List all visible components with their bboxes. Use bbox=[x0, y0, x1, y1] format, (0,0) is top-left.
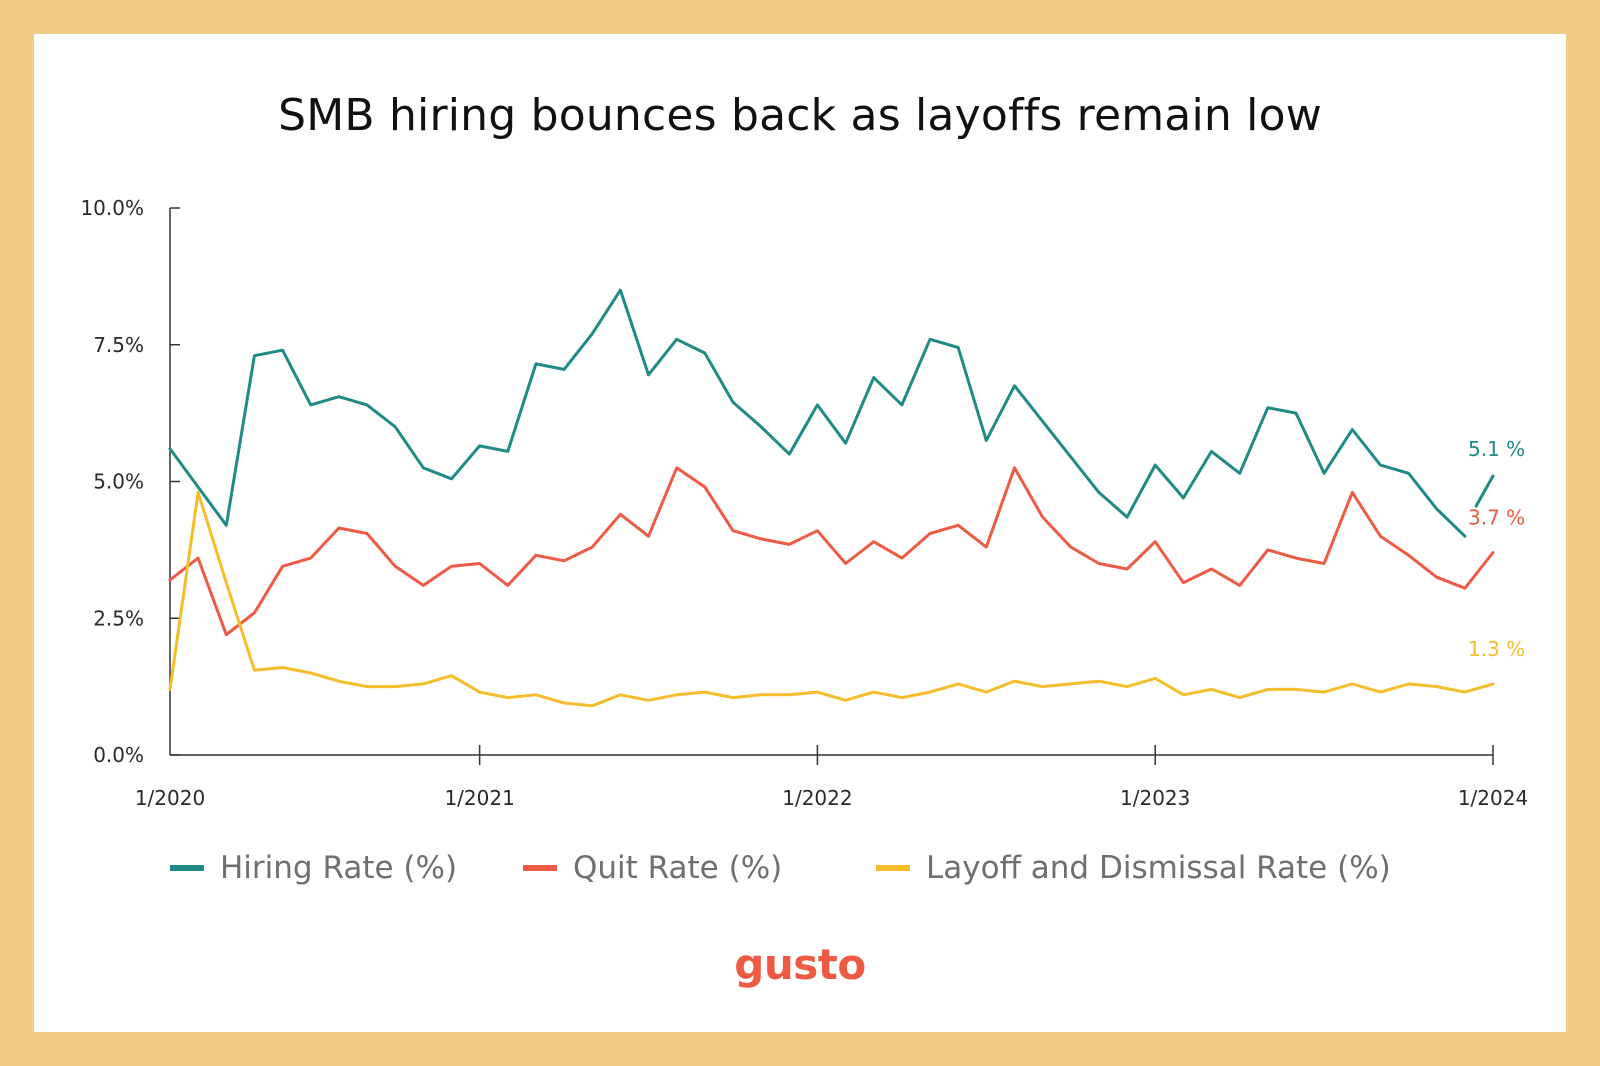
series-lines bbox=[168, 288, 1495, 708]
y-tick-label: 5.0% bbox=[93, 470, 144, 494]
gusto-logo: gusto bbox=[734, 940, 866, 989]
chart-legend: Hiring Rate (%) Quit Rate (%) Layoff and… bbox=[0, 850, 1600, 890]
legend-item-quit: Quit Rate (%) bbox=[523, 850, 782, 886]
legend-label-quit: Quit Rate (%) bbox=[573, 850, 783, 886]
legend-label-layoff: Layoff and Dismissal Rate (%) bbox=[926, 850, 1391, 886]
series-line-layoff bbox=[168, 490, 1495, 708]
end-label-hiring: 5.1 % bbox=[1468, 437, 1525, 461]
series-tail-hiring bbox=[1474, 474, 1495, 508]
y-axis: 0.0% 2.5% 5.0% 7.5% 10.0% bbox=[80, 196, 180, 767]
x-tick-label: 1/2022 bbox=[782, 786, 852, 810]
chart-card bbox=[34, 34, 1566, 1032]
legend-swatch-layoff bbox=[876, 865, 910, 871]
legend-item-layoff: Layoff and Dismissal Rate (%) bbox=[876, 850, 1391, 886]
legend-swatch-hiring bbox=[170, 865, 204, 871]
end-label-quit: 3.7 % bbox=[1468, 506, 1525, 530]
end-labels: 5.1 % 3.7 % 1.3 % bbox=[1468, 437, 1525, 661]
series-line-quit bbox=[168, 466, 1495, 637]
x-tick-label: 1/2020 bbox=[135, 786, 205, 810]
y-tick-label: 2.5% bbox=[93, 606, 144, 630]
x-tick-label: 1/2023 bbox=[1120, 786, 1190, 810]
y-tick-label: 0.0% bbox=[93, 743, 144, 767]
series-line-hiring bbox=[168, 288, 1467, 538]
legend-swatch-quit bbox=[523, 865, 557, 871]
end-label-layoff: 1.3 % bbox=[1468, 637, 1525, 661]
x-axis: 1/2020 1/2021 1/2022 1/2023 1/2024 bbox=[135, 745, 1528, 810]
y-tick-label: 10.0% bbox=[80, 196, 144, 220]
chart-title: SMB hiring bounces back as layoffs remai… bbox=[278, 90, 1322, 141]
y-tick-label: 7.5% bbox=[93, 333, 144, 357]
legend-label-hiring: Hiring Rate (%) bbox=[220, 850, 458, 886]
x-tick-label: 1/2021 bbox=[444, 786, 514, 810]
x-tick-label: 1/2024 bbox=[1458, 786, 1528, 810]
legend-item-hiring: Hiring Rate (%) bbox=[170, 850, 457, 886]
